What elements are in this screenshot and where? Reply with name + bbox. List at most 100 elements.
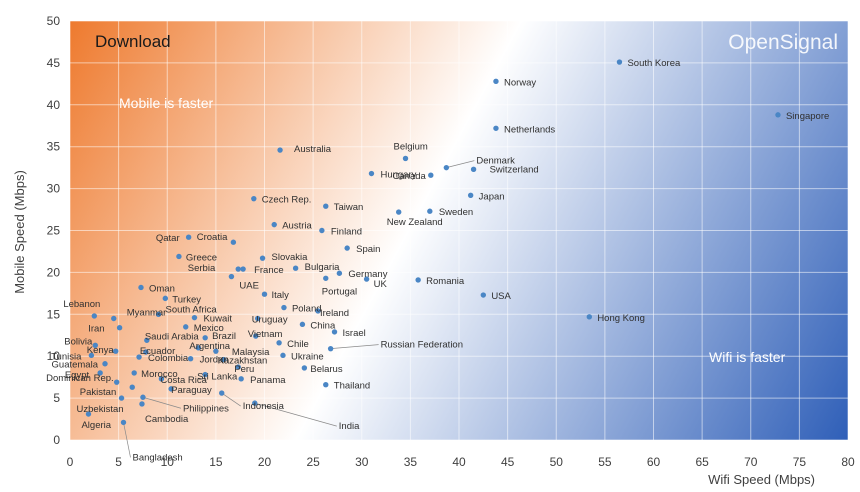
point-label: Germany (348, 269, 387, 280)
x-tick-label: 65 (695, 455, 709, 469)
point-label: Ukraine (291, 351, 324, 362)
data-point (336, 270, 343, 276)
data-point (195, 345, 202, 351)
x-tick-label: 15 (209, 455, 223, 469)
data-point (259, 255, 266, 261)
x-tick-label: 70 (744, 455, 758, 469)
y-tick-label: 5 (53, 391, 60, 405)
x-tick-label: 35 (404, 455, 418, 469)
y-tick-label: 40 (47, 98, 61, 112)
point-label: Belgium (394, 141, 428, 152)
data-point (467, 192, 474, 199)
y-axis-title: Mobile Speed (Mbps) (12, 170, 27, 294)
point-label: Ireland (320, 308, 349, 319)
data-point (144, 337, 150, 343)
data-point (202, 371, 208, 378)
point-label: Kazakhstan (218, 356, 268, 367)
point-label: France (254, 265, 284, 276)
point-label: Tunisia (51, 351, 82, 362)
leader-line (446, 160, 475, 168)
data-point (396, 209, 402, 215)
y-tick-label: 50 (47, 14, 61, 28)
point-label: Saudi Arabia (145, 331, 200, 342)
data-point (138, 284, 144, 291)
point-label: Ecuador (140, 346, 175, 357)
point-label: Greece (186, 252, 217, 263)
data-point (88, 352, 95, 359)
data-point (415, 277, 421, 283)
data-point (136, 354, 142, 360)
data-point (315, 308, 321, 314)
point-label: Colombia (148, 353, 189, 364)
data-point (254, 315, 261, 322)
point-label: New Zealand (387, 217, 443, 228)
y-tick-label: 0 (53, 433, 60, 447)
x-tick-label: 5 (115, 455, 122, 469)
data-point (323, 203, 329, 209)
point-label: Denmark (476, 156, 515, 167)
data-point (85, 411, 92, 417)
gridlines (69, 20, 849, 441)
leader-lines (123, 160, 475, 458)
x-tick-label: 50 (550, 455, 564, 469)
point-label: Australia (294, 144, 332, 155)
point-label: South Africa (165, 304, 217, 315)
point-label: Belarus (310, 364, 342, 375)
point-label: China (310, 320, 336, 331)
point-label: Sri Lanka (197, 372, 238, 383)
wifi-is-faster-note: Wifi is faster (709, 349, 786, 365)
point-label: Norway (504, 77, 536, 88)
data-point (228, 273, 235, 280)
y-tick-label: 10 (47, 349, 61, 363)
data-point (97, 370, 103, 376)
data-point (253, 333, 259, 339)
point-label: Myanmar (127, 307, 167, 318)
data-point (775, 112, 781, 118)
data-point (251, 195, 257, 202)
point-label: Malaysia (232, 347, 270, 358)
x-tick-label: 40 (452, 455, 466, 469)
data-point (276, 340, 282, 346)
x-tick-label: 20 (258, 455, 272, 469)
point-label: Portugal (322, 286, 357, 297)
point-label: Italy (272, 290, 290, 301)
data-point (220, 356, 227, 363)
point-label: Taiwan (334, 202, 364, 213)
data-point (327, 345, 334, 352)
data-point (113, 348, 119, 354)
data-point (301, 365, 308, 371)
point-label: Lebanon (63, 299, 100, 310)
data-point (219, 390, 225, 396)
data-point (102, 361, 108, 367)
point-label: Bulgaria (305, 262, 341, 273)
data-point (271, 221, 277, 228)
point-label: Hong Kong (597, 313, 645, 324)
point-label: Bolivia (64, 336, 93, 347)
y-tick-label: 35 (47, 140, 61, 154)
x-tick-labels: 0 5 10 15 20 25 30 35 40 45 50 55 60 65 70 75 80 (67, 455, 855, 469)
data-point (202, 335, 208, 341)
point-label: Bangladesh (132, 452, 182, 463)
point-label: Japan (479, 191, 505, 202)
data-point (616, 59, 623, 65)
data-point (402, 155, 409, 162)
data-point (319, 227, 325, 234)
x-tick-label: 55 (598, 455, 612, 469)
point-label: Singapore (786, 111, 829, 122)
point-label: Chile (287, 339, 309, 350)
point-label: Netherlands (504, 124, 555, 135)
y-tick-label: 15 (47, 307, 61, 321)
point-label: Uzbekistan (77, 404, 124, 415)
point-label: Philippines (183, 403, 229, 414)
data-point (111, 315, 117, 322)
point-label: Qatar (156, 233, 180, 244)
point-label: Cambodia (145, 414, 189, 425)
data-point (428, 172, 434, 178)
data-points (85, 59, 781, 426)
point-label: Peru (234, 364, 254, 375)
y-tick-labels: 0 5 10 15 20 25 30 35 40 45 50 (47, 14, 61, 447)
x-axis-title: Wifi Speed (Mbps) (708, 472, 815, 487)
point-label: Dominican Rep. (46, 373, 114, 384)
point-label: Croatia (197, 232, 228, 243)
data-point (235, 266, 241, 272)
